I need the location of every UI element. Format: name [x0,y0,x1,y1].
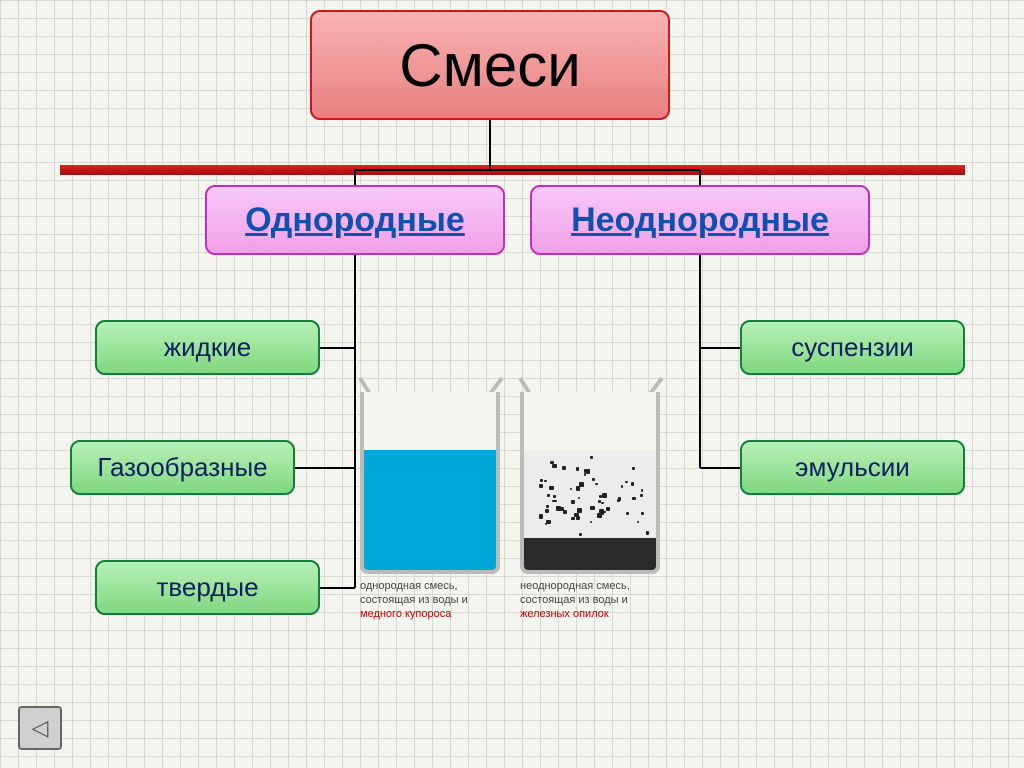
root-node: Смеси [310,10,670,120]
leaf-label: твердые [156,572,258,603]
beaker-homogeneous: однородная смесь, состоящая из воды и ме… [360,392,510,621]
leaf-liquid: жидкие [95,320,320,375]
category-heterogeneous[interactable]: Неоднородные [530,185,870,255]
back-icon: ◁ [32,715,49,741]
leaf-label: эмульсии [795,452,910,483]
beaker-caption: неоднородная смесь, состоящая из воды и … [520,580,670,621]
leaf-gaseous: Газообразные [70,440,295,495]
leaf-emulsion: эмульсии [740,440,965,495]
leaf-label: жидкие [164,332,251,363]
back-button[interactable]: ◁ [18,706,62,750]
leaf-label: Газообразные [97,452,267,483]
category-label: Неоднородные [571,201,829,240]
category-label: Однородные [245,201,465,240]
beaker-heterogeneous: неоднородная смесь, состоящая из воды и … [520,392,670,621]
leaf-suspension: суспензии [740,320,965,375]
leaf-label: суспензии [791,332,914,363]
beaker-caption: однородная смесь, состоящая из воды и ме… [360,580,510,621]
category-homogeneous[interactable]: Однородные [205,185,505,255]
leaf-solid: твердые [95,560,320,615]
root-label: Смеси [399,31,580,100]
